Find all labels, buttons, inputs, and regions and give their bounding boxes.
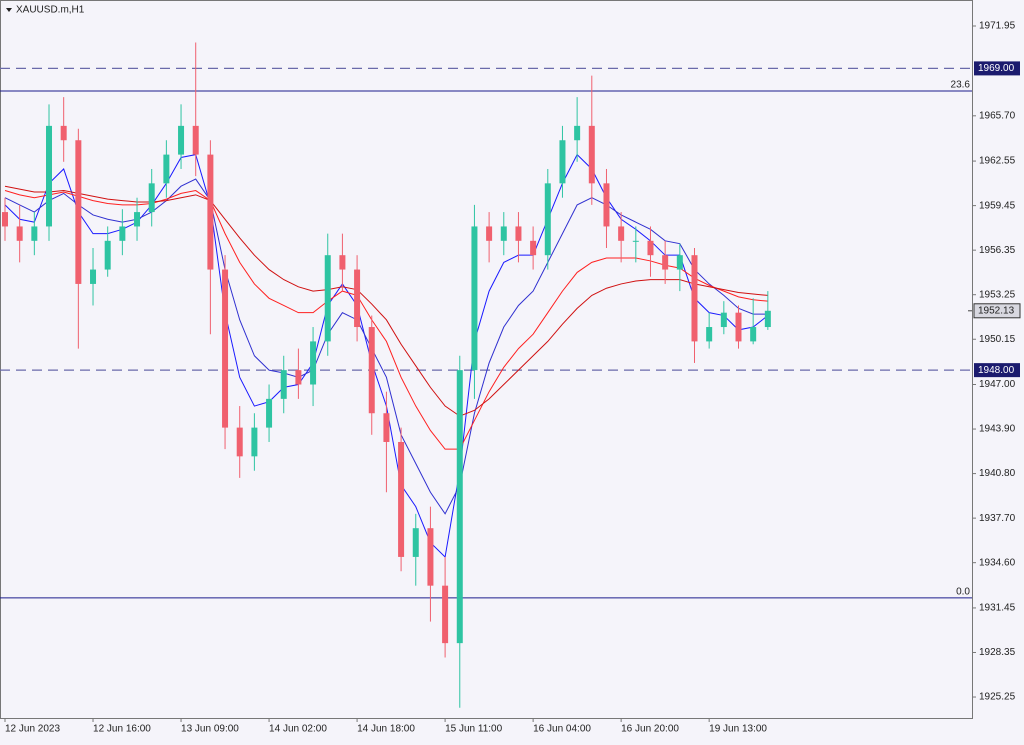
candle-body <box>148 183 155 213</box>
candle-body <box>2 212 8 227</box>
candle-body <box>324 255 331 342</box>
chart-title: XAUUSD.m,H1 <box>16 5 85 16</box>
y-tick-label: 1953.25 <box>979 289 1016 300</box>
candle-body <box>588 125 595 184</box>
y-tick-label: 1950.15 <box>979 334 1016 345</box>
candle-body <box>544 183 551 256</box>
candle-body <box>119 226 126 241</box>
fibo-label: 23.6 <box>951 80 971 91</box>
candle-body <box>398 441 405 557</box>
y-tick-label: 1943.90 <box>979 424 1016 435</box>
price-box <box>974 61 1020 76</box>
candle-body <box>750 327 757 342</box>
candle-body <box>530 240 537 256</box>
candle-body <box>471 226 478 371</box>
price-box-label: 1948.00 <box>978 365 1015 376</box>
candle-body <box>310 341 317 385</box>
fibo-label: 0.0 <box>956 587 970 598</box>
candle-body <box>500 226 507 241</box>
x-tick-label: 15 Jun 11:00 <box>445 724 503 735</box>
plot-frame <box>0 0 973 719</box>
candle-body <box>46 125 53 227</box>
candle-body <box>412 528 419 557</box>
candle-body <box>207 154 214 270</box>
candle-body <box>383 413 390 442</box>
x-tick-label: 12 Jun 16:00 <box>93 724 151 735</box>
candle-body <box>236 427 243 457</box>
y-tick-label: 1937.70 <box>979 513 1016 524</box>
candle-body <box>178 125 185 155</box>
candle-body <box>559 140 566 184</box>
candle-body <box>60 125 67 141</box>
candle-body <box>691 255 698 342</box>
candle-body <box>676 255 683 270</box>
candle-body <box>295 370 302 385</box>
candle-body <box>16 226 23 241</box>
candle-body <box>354 269 361 328</box>
x-tick-label: 16 Jun 04:00 <box>533 724 591 735</box>
y-tick-label: 1965.70 <box>979 110 1016 121</box>
candle-body <box>764 310 771 328</box>
candle-body <box>427 528 434 586</box>
candle-body <box>192 125 199 155</box>
candle-body <box>266 398 273 428</box>
price-box <box>974 363 1020 378</box>
y-tick-label: 1956.35 <box>979 245 1016 256</box>
candle-body <box>104 240 111 270</box>
y-tick-label: 1947.00 <box>979 379 1016 390</box>
y-tick-label: 1934.60 <box>979 557 1016 568</box>
y-tick-label: 1962.55 <box>979 156 1016 167</box>
ma-line <box>4 178 768 515</box>
x-tick-label: 14 Jun 02:00 <box>269 724 327 735</box>
price-box-label: 1969.00 <box>978 63 1015 74</box>
candle-body <box>222 269 229 428</box>
x-tick-label: 16 Jun 20:00 <box>621 724 679 735</box>
candle-body <box>339 255 346 270</box>
x-tick-label: 14 Jun 18:00 <box>357 724 415 735</box>
candle-body <box>456 370 463 644</box>
candle-body <box>647 240 654 256</box>
x-tick-label: 13 Jun 09:00 <box>181 724 239 735</box>
ma-line <box>4 185 768 417</box>
candle-body <box>134 212 141 227</box>
candle-body <box>720 312 727 328</box>
y-tick-label: 1928.35 <box>979 647 1016 658</box>
candle-body <box>251 427 258 457</box>
candle-body <box>618 226 625 241</box>
candle-body <box>280 370 287 399</box>
candle-body <box>31 226 38 241</box>
candle-body <box>75 140 82 284</box>
x-tick-label: 12 Jun 2023 <box>5 724 60 735</box>
candle-body <box>735 312 742 342</box>
candle-body <box>368 327 375 414</box>
ma-line <box>4 189 768 450</box>
candle-body <box>163 154 170 184</box>
y-tick-label: 1959.45 <box>979 200 1016 211</box>
candle-body <box>706 327 713 342</box>
candle-body <box>486 226 493 241</box>
candle-body <box>632 240 639 242</box>
candle-body <box>515 226 522 241</box>
last-price-label: 1952.13 <box>978 305 1015 316</box>
x-tick-label: 19 Jun 13:00 <box>709 724 767 735</box>
last-price-box <box>973 303 1021 319</box>
y-tick-label: 1931.45 <box>979 603 1016 614</box>
candle-body <box>662 255 669 270</box>
y-tick-label: 1971.95 <box>979 21 1016 32</box>
candle-body <box>574 125 581 141</box>
y-tick-label: 1940.80 <box>979 468 1016 479</box>
menu-arrow[interactable] <box>6 8 12 12</box>
y-tick-label: 1925.25 <box>979 692 1016 703</box>
candle-body <box>442 585 449 644</box>
candle-body <box>603 183 610 227</box>
candle-body <box>90 269 97 284</box>
